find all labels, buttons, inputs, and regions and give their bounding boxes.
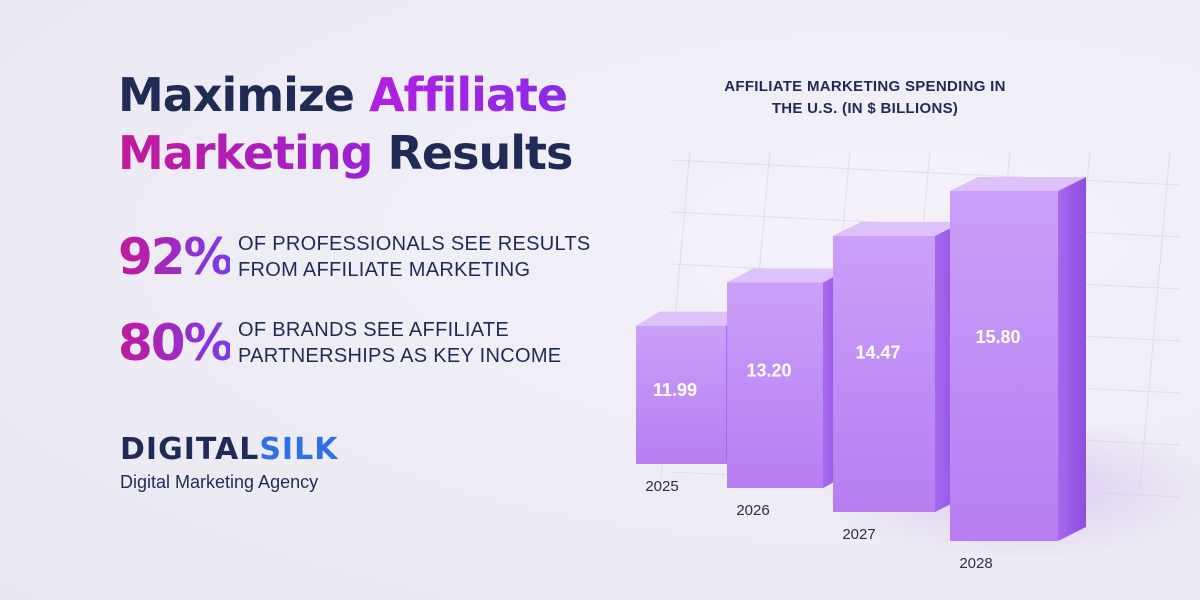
bar-side-2028 bbox=[1058, 177, 1086, 541]
stat-value: 80% bbox=[118, 314, 234, 372]
bar-top-2026 bbox=[727, 268, 849, 283]
chart-labels: 11.99 2025 13.20 2026 14.47 2027 15.80 2028 bbox=[645, 327, 1020, 572]
headline-accent1: Affiliate bbox=[368, 68, 568, 122]
bar-chart: 11.99 2025 13.20 2026 14.47 2027 15.80 2028 bbox=[636, 149, 1200, 572]
stat-value: 92% bbox=[118, 228, 234, 286]
value-label-2025: 11.99 bbox=[653, 380, 697, 400]
headline: Maximize Affiliate Marketing Results bbox=[118, 66, 574, 182]
value-label-2026: 13.20 bbox=[746, 361, 791, 381]
value-label-2028: 15.80 bbox=[975, 327, 1020, 347]
stat-brands: 80% OF BRANDS SEE AFFILIATE PARTNERSHIPS… bbox=[118, 314, 561, 372]
grid-line bbox=[669, 159, 1181, 186]
stat-text-line2: FROM AFFILIATE MARKETING bbox=[238, 259, 531, 281]
stat-text: OF BRANDS SEE AFFILIATE PARTNERSHIPS AS … bbox=[238, 317, 561, 369]
brand-logo: DIGITALSILK bbox=[120, 432, 338, 467]
category-label-2027: 2027 bbox=[842, 526, 875, 543]
bar-2025 bbox=[636, 325, 726, 464]
category-label-2028: 2028 bbox=[959, 555, 992, 572]
stat-professionals: 92% OF PROFESSIONALS SEE RESULTS FROM AF… bbox=[118, 228, 591, 286]
bar-top-2028 bbox=[950, 177, 1086, 191]
stat-text: OF PROFESSIONALS SEE RESULTS FROM AFFILI… bbox=[238, 231, 591, 283]
bar-top-2025 bbox=[636, 311, 750, 326]
brand-name-part2: SILK bbox=[259, 432, 339, 467]
chart-title-line1: AFFILIATE MARKETING SPENDING IN bbox=[724, 78, 1006, 95]
bar-2027 bbox=[833, 235, 935, 512]
headline-part2: Results bbox=[372, 126, 574, 180]
headline-part1: Maximize bbox=[118, 68, 369, 122]
chart-title: AFFILIATE MARKETING SPENDING IN THE U.S.… bbox=[690, 76, 1040, 120]
brand-tagline: Digital Marketing Agency bbox=[120, 472, 319, 492]
stat-text-line1: OF PROFESSIONALS SEE RESULTS bbox=[238, 233, 591, 255]
chart-title-line2: THE U.S. (IN $ BILLIONS) bbox=[771, 100, 959, 117]
bar-2028 bbox=[950, 191, 1058, 541]
headline-accent2: Marketing bbox=[118, 126, 373, 180]
category-label-2025: 2025 bbox=[645, 478, 678, 495]
stat-text-line1: OF BRANDS SEE AFFILIATE bbox=[238, 319, 510, 341]
value-label-2027: 14.47 bbox=[855, 342, 900, 362]
chart-bars bbox=[636, 177, 1086, 541]
stat-text-line2: PARTNERSHIPS AS KEY INCOME bbox=[238, 345, 562, 367]
bar-top-2027 bbox=[833, 221, 963, 236]
bar-2026 bbox=[727, 282, 823, 488]
category-label-2026: 2026 bbox=[736, 502, 769, 519]
grid-line bbox=[1139, 149, 1171, 491]
brand-name-part1: DIGITAL bbox=[120, 432, 260, 467]
